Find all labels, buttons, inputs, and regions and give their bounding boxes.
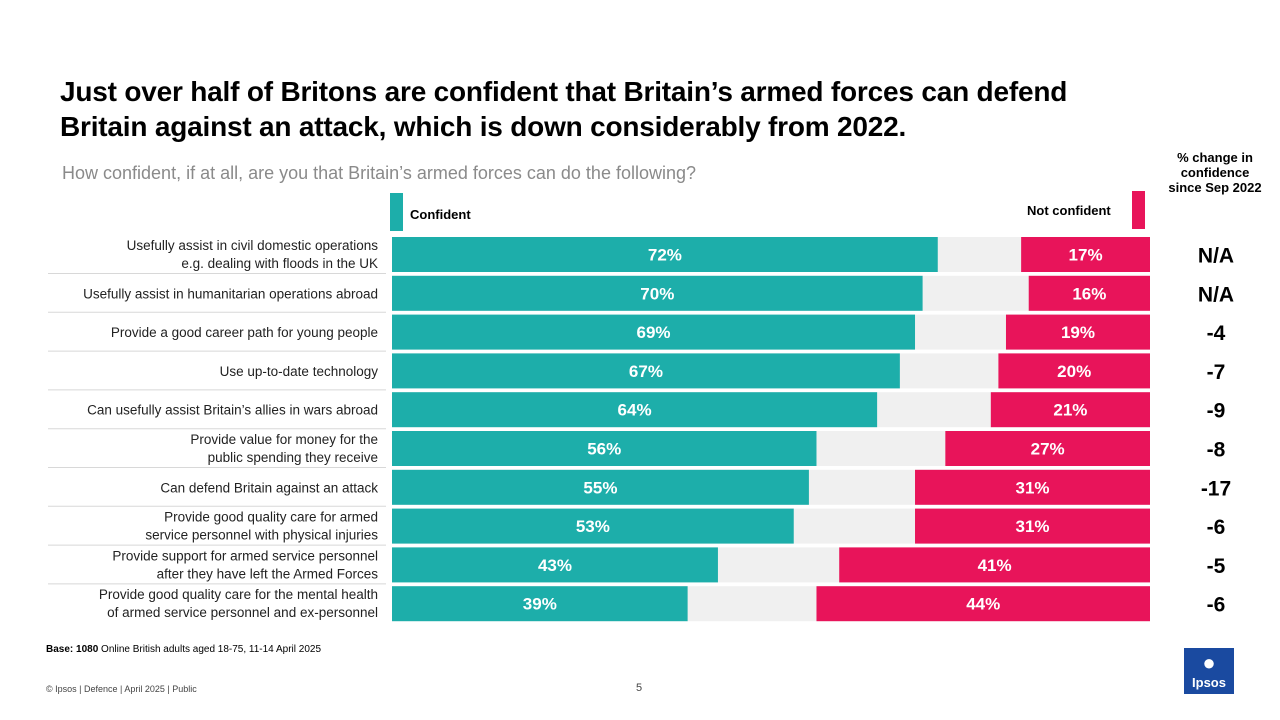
- not-confident-bar: [1021, 237, 1150, 272]
- category-label: Use up-to-date technology: [220, 364, 379, 379]
- not-confident-bar: [1028, 275, 1150, 311]
- neutral-bar: [392, 392, 1150, 428]
- confident-bar: [392, 275, 923, 311]
- neutral-bar: [392, 469, 1150, 505]
- neutral-bar: [392, 547, 1150, 583]
- category-label: Can defend Britain against an attack: [160, 480, 378, 495]
- not-confident-value-label: 31%: [1015, 478, 1049, 497]
- confident-bar: [392, 547, 718, 583]
- question-subtitle: How confident, if at all, are you that B…: [62, 163, 697, 183]
- neutral-bar: [392, 431, 1150, 466]
- not-confident-bar: [915, 469, 1150, 505]
- confident-bar: [392, 353, 900, 389]
- base-label: Base: 1080: [46, 644, 99, 655]
- confident-bar: [392, 431, 817, 466]
- category-label: Provide good quality care for armed: [164, 510, 378, 525]
- footer-text: © Ipsos | Defence | April 2025 | Public: [46, 684, 197, 694]
- category-label: after they have left the Armed Forces: [157, 566, 379, 581]
- confident-bar: [392, 237, 938, 272]
- change-value: -8: [1207, 439, 1226, 462]
- neutral-bar: [392, 237, 1150, 272]
- category-label: Usefully assist in civil domestic operat…: [127, 238, 379, 253]
- confident-value-label: 56%: [587, 440, 621, 459]
- not-confident-bar: [839, 547, 1150, 583]
- confident-value-label: 55%: [583, 478, 617, 497]
- slide-title: Just over half of Britons are confident …: [60, 76, 1068, 142]
- category-label: public spending they receive: [208, 450, 378, 465]
- page-number: 5: [636, 682, 643, 694]
- change-value: -4: [1207, 322, 1226, 345]
- not-confident-bar: [998, 353, 1150, 389]
- confident-value-label: 72%: [648, 246, 682, 265]
- neutral-bar: [392, 314, 1150, 350]
- not-confident-value-label: 27%: [1031, 440, 1065, 459]
- not-confident-bar: [915, 508, 1150, 544]
- not-confident-value-label: 19%: [1061, 323, 1095, 342]
- change-value: -9: [1207, 400, 1226, 423]
- ipsos-logo-icon: ● Ipsos: [1184, 648, 1234, 694]
- not-confident-bar: [816, 586, 1150, 622]
- not-confident-bar: [945, 431, 1150, 466]
- change-value: -6: [1207, 516, 1226, 539]
- category-label: e.g. dealing with floods in the UK: [181, 256, 378, 271]
- confident-value-label: 70%: [640, 284, 674, 303]
- change-value: -6: [1207, 594, 1226, 617]
- not-confident-value-label: 17%: [1069, 246, 1103, 265]
- not-confident-value-label: 21%: [1053, 401, 1087, 420]
- base-note: Base: 1080 Online British adults aged 18…: [46, 644, 321, 655]
- not-confident-bar: [1005, 314, 1150, 350]
- confident-bar: [392, 469, 809, 505]
- change-value: -7: [1207, 361, 1226, 384]
- confident-bar: [392, 586, 688, 622]
- category-label: Provide support for armed service person…: [112, 548, 378, 563]
- neutral-bar: [392, 275, 1150, 311]
- legend-label-not-confident: Not confident: [1027, 203, 1111, 218]
- legend-swatch-not-confident: [1132, 191, 1145, 229]
- confident-value-label: 39%: [523, 595, 557, 614]
- confident-bar: [392, 392, 878, 428]
- category-label: Provide good quality care for the mental…: [99, 587, 378, 602]
- confident-value-label: 64%: [618, 401, 652, 420]
- base-text: Online British adults aged 18-75, 11-14 …: [101, 644, 322, 655]
- category-label: Usefully assist in humanitarian operatio…: [83, 286, 378, 301]
- change-value: N/A: [1198, 245, 1234, 268]
- legend-label-confident: Confident: [410, 207, 471, 222]
- category-label: of armed service personnel and ex-person…: [107, 605, 378, 620]
- not-confident-value-label: 16%: [1072, 284, 1106, 303]
- not-confident-value-label: 31%: [1015, 517, 1049, 536]
- category-label: Provide value for money for the: [190, 432, 378, 447]
- logo-text: Ipsos: [1192, 675, 1226, 690]
- change-value: -17: [1201, 477, 1231, 500]
- change-value: -5: [1207, 555, 1226, 578]
- not-confident-value-label: 44%: [966, 595, 1000, 614]
- confident-bar: [392, 314, 916, 350]
- neutral-bar: [392, 353, 1150, 389]
- change-column-header: % change in confidence since Sep 2022: [1168, 150, 1262, 195]
- category-label: Can usefully assist Britain’s allies in …: [87, 403, 378, 418]
- confident-value-label: 67%: [629, 362, 663, 381]
- neutral-bar: [392, 508, 1150, 544]
- confident-value-label: 43%: [538, 556, 572, 575]
- change-value: N/A: [1198, 283, 1234, 306]
- not-confident-value-label: 41%: [978, 556, 1012, 575]
- confident-bar: [392, 508, 794, 544]
- neutral-bar: [392, 586, 1150, 622]
- category-label: Provide a good career path for young peo…: [111, 325, 378, 340]
- confident-value-label: 69%: [636, 323, 670, 342]
- not-confident-bar: [990, 392, 1150, 428]
- not-confident-value-label: 20%: [1057, 362, 1091, 381]
- category-label: service personnel with physical injuries: [145, 528, 378, 543]
- legend-swatch-confident: [390, 193, 403, 231]
- confident-value-label: 53%: [576, 517, 610, 536]
- logo-glyph: ●: [1202, 650, 1216, 675]
